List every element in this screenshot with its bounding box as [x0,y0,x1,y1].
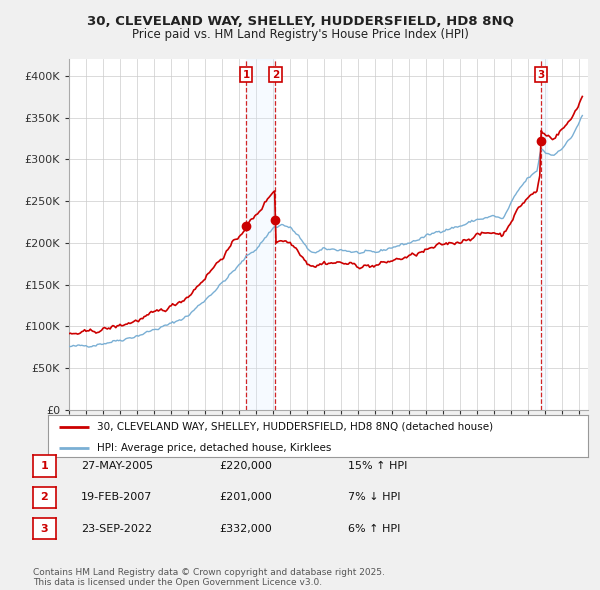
Text: Contains HM Land Registry data © Crown copyright and database right 2025.
This d: Contains HM Land Registry data © Crown c… [33,568,385,587]
Text: 7% ↓ HPI: 7% ↓ HPI [348,493,401,502]
Text: 19-FEB-2007: 19-FEB-2007 [81,493,152,502]
Text: 27-MAY-2005: 27-MAY-2005 [81,461,153,471]
Text: HPI: Average price, detached house, Kirklees: HPI: Average price, detached house, Kirk… [97,443,331,453]
Text: 1: 1 [242,70,250,80]
Bar [246,59,275,410]
Text: £332,000: £332,000 [219,524,272,533]
Text: 1: 1 [41,461,48,471]
Text: £220,000: £220,000 [219,461,272,471]
Text: 30, CLEVELAND WAY, SHELLEY, HUDDERSFIELD, HD8 8NQ: 30, CLEVELAND WAY, SHELLEY, HUDDERSFIELD… [86,15,514,28]
Text: 2: 2 [41,493,48,502]
Text: £201,000: £201,000 [219,493,272,502]
Text: 3: 3 [537,70,544,80]
Text: Price paid vs. HM Land Registry's House Price Index (HPI): Price paid vs. HM Land Registry's House … [131,28,469,41]
Text: 23-SEP-2022: 23-SEP-2022 [81,524,152,533]
Bar [541,59,547,410]
Text: 3: 3 [41,524,48,533]
Text: 2: 2 [272,70,279,80]
Text: 6% ↑ HPI: 6% ↑ HPI [348,524,400,533]
Text: 15% ↑ HPI: 15% ↑ HPI [348,461,407,471]
Text: 30, CLEVELAND WAY, SHELLEY, HUDDERSFIELD, HD8 8NQ (detached house): 30, CLEVELAND WAY, SHELLEY, HUDDERSFIELD… [97,422,493,432]
